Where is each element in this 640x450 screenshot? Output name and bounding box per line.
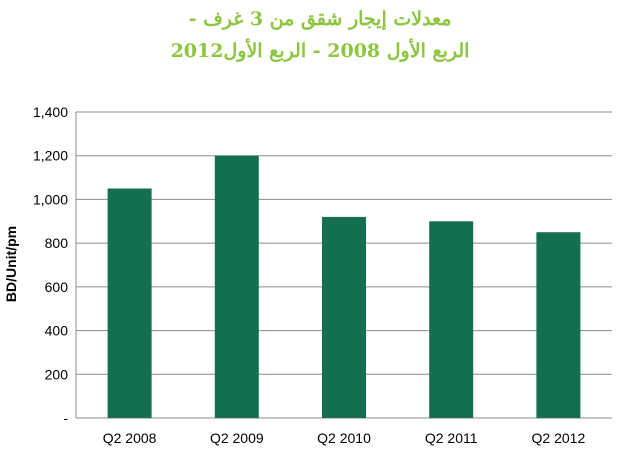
- y-tick-label: 600: [45, 279, 69, 295]
- bars: [107, 155, 581, 418]
- y-tick-label: -: [63, 410, 68, 426]
- x-tick-label: Q2 2012: [532, 430, 586, 446]
- y-tick-label: 1,200: [33, 148, 68, 164]
- y-tick-label: 800: [45, 235, 69, 251]
- bar-q2-2011: [429, 221, 474, 418]
- x-tick-label: Q2 2009: [210, 430, 264, 446]
- x-axis-ticks: Q2 2008 Q2 2009 Q2 2010 Q2 2011 Q2 2012: [103, 430, 586, 446]
- chart-title-line-2: الربع الأول 2008 - الربع الأول2012: [170, 40, 470, 62]
- x-tick-label: Q2 2008: [103, 430, 157, 446]
- y-tick-label: 400: [45, 323, 69, 339]
- x-tick-label: Q2 2011: [425, 430, 478, 446]
- y-tick-label: 200: [45, 366, 69, 382]
- y-axis-label: BD/Unit/pm: [3, 226, 19, 302]
- x-tick-label: Q2 2010: [317, 430, 371, 446]
- bar-q2-2012: [536, 232, 581, 418]
- bar-q2-2009: [214, 155, 259, 418]
- chart-title-line-1: معدلات إيجار شقق من 3 غرف -: [188, 8, 452, 30]
- y-tick-label: 1,000: [33, 191, 68, 207]
- y-axis-ticks: - 200 400 600 800 1,000 1,200 1,400: [33, 104, 68, 426]
- bar-q2-2010: [322, 216, 366, 418]
- bar-q2-2008: [107, 188, 152, 418]
- y-tick-label: 1,400: [33, 104, 68, 120]
